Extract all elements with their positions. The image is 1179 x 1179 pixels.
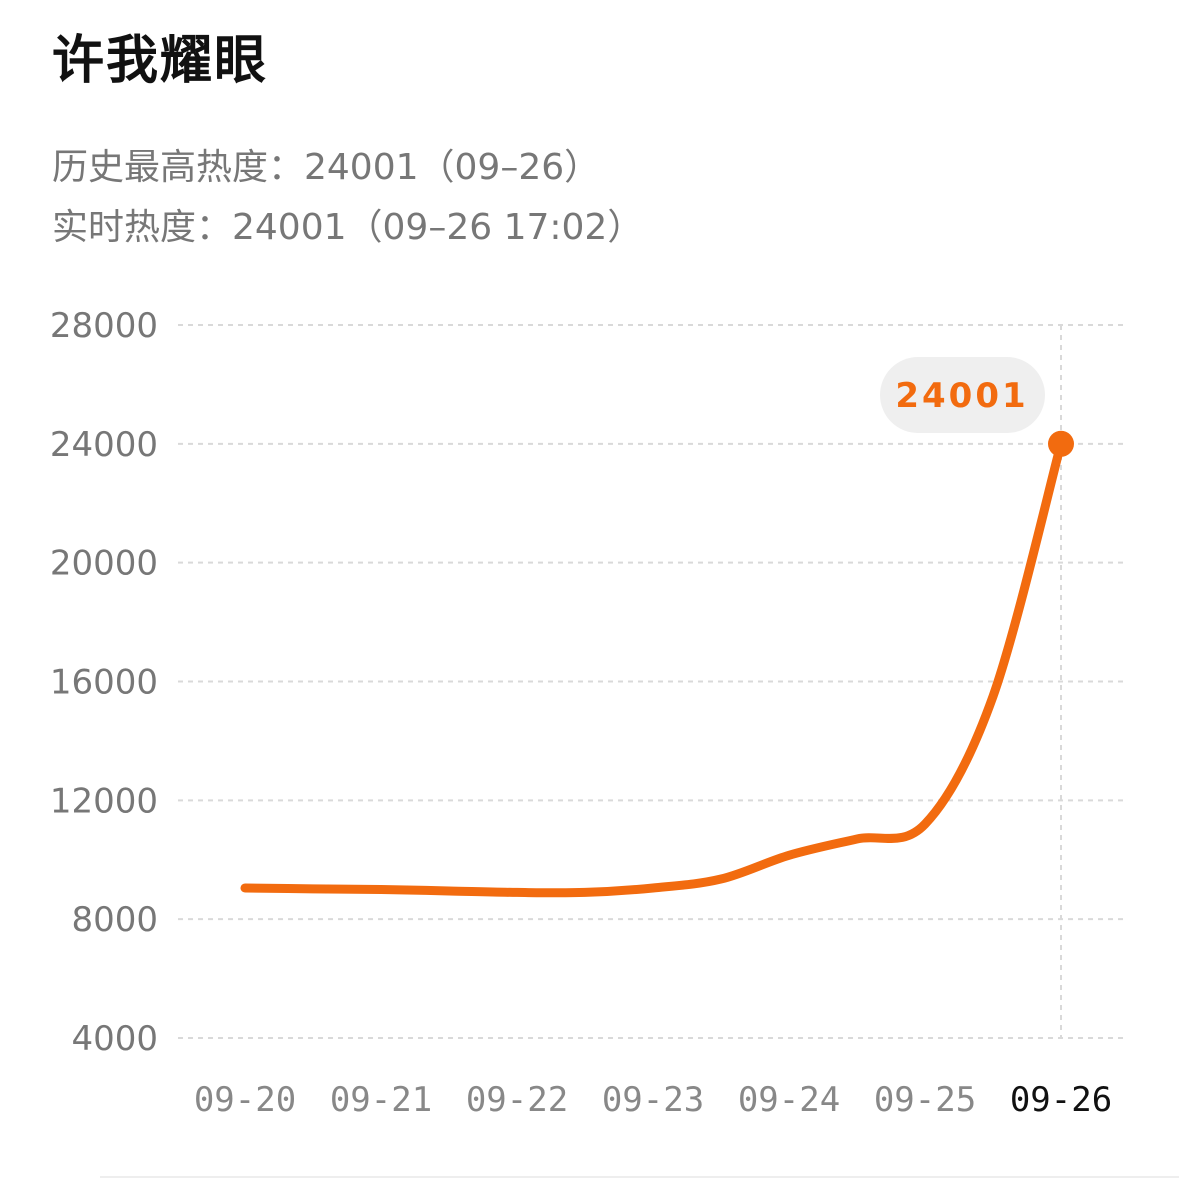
highlight-point <box>1048 430 1074 457</box>
realtime-heat-text: 实时热度：24001（09–26 17:02） <box>52 207 644 248</box>
chart-title: 许我耀眼 <box>52 31 269 91</box>
x-tick-label: 09-23 <box>602 1080 704 1120</box>
x-tick-label: 09-20 <box>194 1080 296 1120</box>
x-tick-label: 09-21 <box>330 1080 432 1120</box>
x-tick-label: 09-26 <box>1010 1080 1112 1120</box>
highlight-bubble: 24001 <box>880 357 1045 433</box>
y-tick-label: 8000 <box>71 900 158 940</box>
grid-layer <box>178 324 1125 1039</box>
y-tick-label: 16000 <box>50 663 158 703</box>
series-layer <box>240 430 1074 898</box>
x-axis-ticks: 09-20 09-21 09-22 09-23 09-24 09-25 09-26 <box>194 1080 1112 1120</box>
value-bubble-label: 24001 <box>895 376 1028 416</box>
x-tick-label: 09-22 <box>466 1080 568 1120</box>
x-tick-label: 09-24 <box>738 1080 840 1120</box>
y-axis-ticks: 4000 8000 12000 16000 20000 24000 28000 <box>50 306 158 1059</box>
y-tick-label: 24000 <box>50 425 158 465</box>
y-tick-label: 4000 <box>71 1019 158 1059</box>
series-line <box>240 439 1066 898</box>
y-tick-label: 20000 <box>50 544 158 584</box>
value-bubble <box>880 357 1045 433</box>
x-tick-label: 09-25 <box>874 1080 976 1120</box>
history-peak-text: 历史最高热度：24001（09–26） <box>52 147 601 188</box>
y-tick-label: 28000 <box>50 306 158 346</box>
y-tick-label: 12000 <box>50 781 158 821</box>
